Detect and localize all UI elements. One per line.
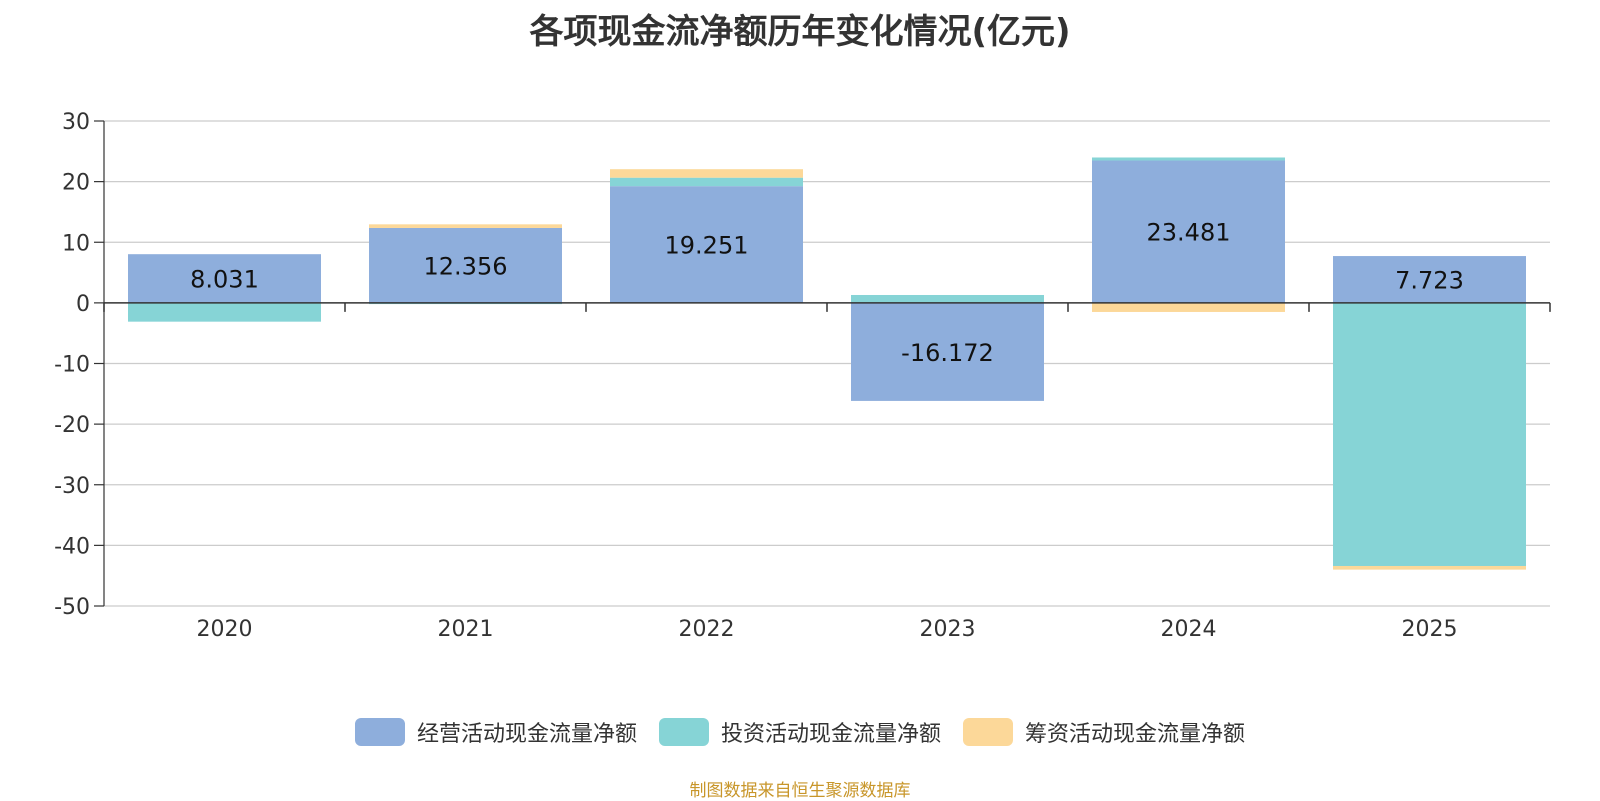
data-label: 12.356 [424,252,508,280]
bar-investing-2025 [1333,302,1526,566]
x-tick-label: 2021 [438,617,494,642]
chart-title: 各项现金流净额历年变化情况(亿元) [529,12,1071,52]
bar-financing-2022 [610,169,803,178]
y-tick-label: -50 [54,595,90,620]
x-tick-label: 2020 [197,617,253,642]
legend-swatch-operating [354,718,405,746]
y-tick-label: 10 [62,231,90,256]
legend-item-investing[interactable]: 投资活动现金流量净额 [658,716,941,748]
data-label: 19.251 [665,232,749,260]
x-tick-label: 2024 [1161,617,1217,642]
legend-label-financing: 筹资活动现金流量净额 [1025,722,1246,747]
data-label: -16.172 [901,339,994,367]
y-tick-label: 20 [62,171,90,196]
legend-label-investing: 投资活动现金流量净额 [720,722,941,747]
x-tick-label: 2025 [1402,617,1458,642]
bar-investing-2023 [851,294,1044,303]
data-label: 8.031 [190,266,259,294]
bar-operating-2023 [851,302,1044,401]
bar-investing-2024 [1092,157,1285,161]
bar-financing-2025 [1333,565,1526,570]
y-tick-label: 0 [76,292,90,317]
bar-operating-2021 [369,227,562,303]
legend-item-financing[interactable]: 筹资活动现金流量净额 [963,716,1245,748]
bar-operating-2025 [1333,256,1526,303]
bar-operating-2020 [128,254,321,303]
bar-financing-2024 [1092,302,1285,312]
bar-financing-2021 [369,224,562,228]
legend-swatch-financing [963,718,1013,746]
data-label: 23.481 [1147,219,1231,247]
data-label: 7.723 [1395,266,1464,294]
bar-operating-2022 [610,186,803,303]
data-source-note: 制图数据来自恒生聚源数据库 [689,781,911,801]
legend: 经营活动现金流量净额 投资活动现金流量净额 筹资活动现金流量净额 [0,716,1600,748]
legend-item-operating[interactable]: 经营活动现金流量净额 [354,716,637,748]
bar-operating-2024 [1092,160,1285,303]
y-tick-label: 30 [62,110,90,135]
bar-investing-2022 [610,177,803,187]
y-tick-label: -20 [54,413,90,438]
stacked-bar-chart: 30 20 10 0 -10 -20 -30 -40 -50 2020 8.031 2021 12.35… [54,110,1551,642]
legend-swatch-investing [658,718,709,746]
y-tick-label: -30 [54,474,90,499]
x-tick-label: 2023 [920,617,976,642]
bar-investing-2020 [128,302,321,322]
y-tick-label: -40 [54,534,90,559]
x-tick-label: 2022 [679,617,735,642]
y-tick-label: -10 [54,353,90,378]
legend-label-operating: 经营活动现金流量净额 [416,722,637,747]
